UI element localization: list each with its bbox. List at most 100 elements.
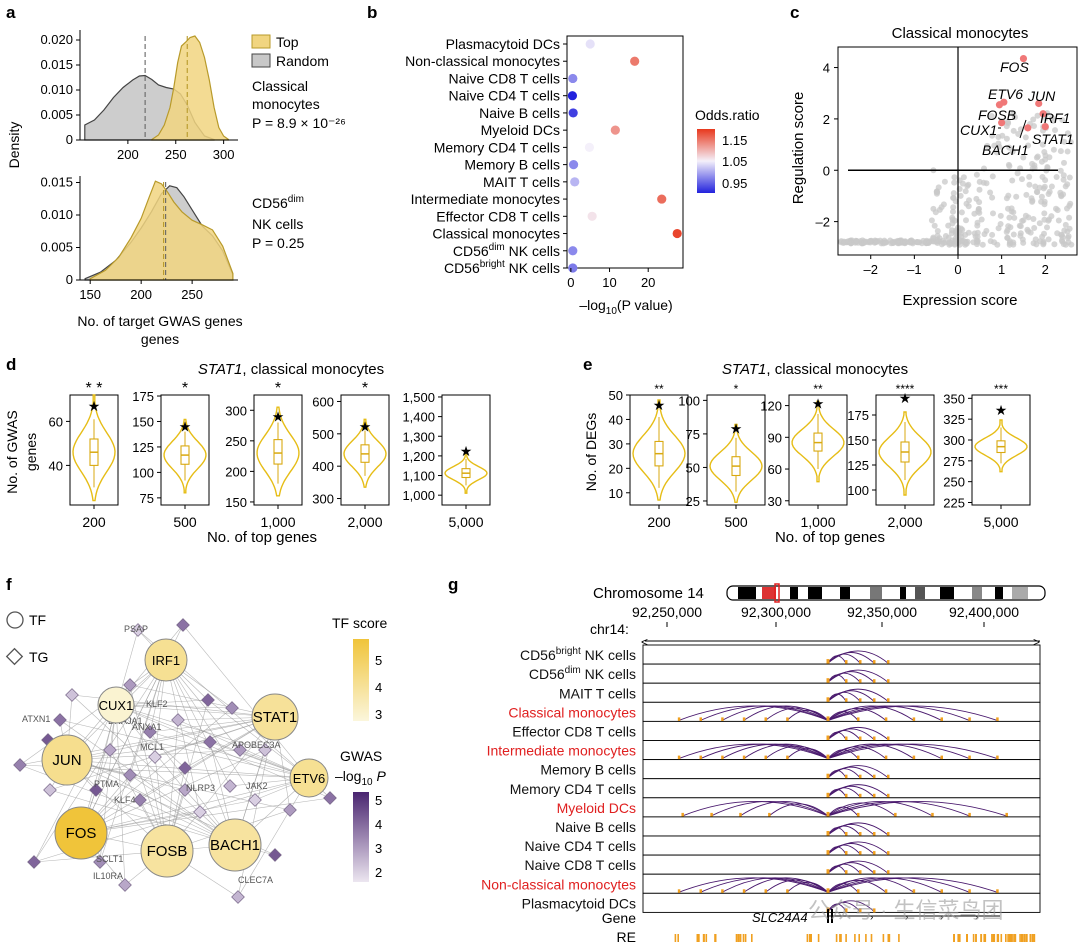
- violin-shape: [878, 411, 932, 496]
- re-mark: [983, 934, 986, 942]
- target-gene-node: [131, 623, 145, 637]
- re-mark: [1000, 934, 1003, 942]
- gene-point: [938, 204, 945, 211]
- x-tick-label: 20: [641, 275, 655, 290]
- peak-mark: [857, 889, 860, 894]
- peak-mark: [887, 698, 890, 703]
- network-edge: [149, 731, 310, 779]
- gene-strand-arrow: ›: [975, 912, 978, 923]
- axis-arrow: >: [1033, 635, 1040, 649]
- y-tick-label: 60: [49, 414, 63, 429]
- gene-point: [1004, 119, 1011, 125]
- peak-mark: [931, 812, 934, 817]
- interaction-arc: [827, 727, 889, 740]
- gene-point: [1059, 117, 1066, 124]
- gene-point: [928, 217, 935, 224]
- x-tick-label: 2: [1042, 262, 1049, 277]
- re-mark: [1021, 934, 1023, 942]
- y-tick-label: 300: [312, 492, 334, 507]
- re-mark: [1005, 934, 1007, 942]
- a-bottom-pvalue: P = 0.25: [252, 235, 305, 251]
- y-tick-label: 1,200: [402, 449, 435, 464]
- peak-mark: [845, 660, 848, 665]
- a-top-label-line2: monocytes: [252, 96, 320, 112]
- peak-mark: [845, 736, 848, 741]
- network-edge: [99, 659, 167, 863]
- gene-point: [1067, 139, 1074, 146]
- category-label: Naive CD4 T cells: [448, 88, 560, 104]
- gene-strand-arrow: ›: [940, 912, 943, 923]
- odds-ratio-dot: [567, 91, 578, 101]
- x-tick-label: 250: [181, 287, 203, 302]
- target-gene-label: PTMA: [94, 779, 119, 789]
- x-tick-label: 150: [79, 287, 101, 302]
- target-gene-node: [193, 805, 207, 819]
- gene-point: [965, 181, 972, 188]
- peak-mark: [786, 755, 789, 760]
- tf-node: [140, 824, 194, 878]
- violin-shape: [343, 418, 387, 488]
- gene-point: [981, 231, 988, 238]
- ideogram-body: [726, 585, 1046, 601]
- gene-point: [934, 228, 941, 234]
- density-top: [151, 35, 230, 141]
- y-tick-label: 2: [823, 112, 830, 127]
- odds-ratio-dot: [570, 177, 580, 187]
- tf-label: JUN: [52, 752, 81, 769]
- re-mark: [1010, 934, 1012, 942]
- gene-point: [1041, 183, 1048, 190]
- gene-point: [1053, 174, 1060, 180]
- network-edge: [80, 797, 331, 834]
- target-gene-node: [123, 768, 137, 782]
- interaction-arc: [827, 746, 887, 759]
- gene-label: IRF1: [1040, 110, 1070, 126]
- y-tick-label: 250: [943, 475, 965, 490]
- anchor-peak: [826, 754, 830, 760]
- anchor-peak: [826, 869, 830, 875]
- target-gene-label: ATXN1: [22, 714, 50, 724]
- track-label: Naive CD4 T cells: [524, 838, 636, 854]
- y-tick-label: 0.020: [40, 32, 73, 47]
- y-tick-label: 40: [49, 458, 63, 473]
- gene-point: [1061, 138, 1068, 145]
- interaction-arc: [827, 880, 887, 893]
- peak-mark: [786, 889, 789, 894]
- tf-label: IRF1: [152, 653, 180, 668]
- network-edge: [49, 716, 276, 791]
- peak-mark: [859, 679, 862, 684]
- significance-label: * *: [86, 380, 103, 397]
- gene-point: [1030, 216, 1037, 222]
- panel-c-title: Classical monocytes: [892, 25, 1029, 42]
- target-gene-node: [118, 878, 132, 892]
- y-tick-label: 1,000: [402, 488, 435, 503]
- highlight-point: [998, 119, 1006, 127]
- gene-point: [1033, 188, 1040, 195]
- network-edge: [80, 749, 266, 834]
- re-mark: [1032, 934, 1034, 942]
- tf-node: [289, 758, 329, 798]
- x-tick-label: 0: [954, 262, 961, 277]
- interaction-arc: [765, 707, 829, 721]
- x-tick-label: –1: [907, 262, 921, 277]
- gene-point: [951, 179, 958, 186]
- network-edge: [80, 799, 256, 834]
- peak-mark: [968, 889, 971, 894]
- target-gene-node: [143, 725, 157, 739]
- gene-strand-arrow: ›: [870, 912, 873, 923]
- significance-label: ***: [994, 382, 1008, 396]
- interaction-arc: [682, 801, 829, 817]
- re-mark: [806, 934, 809, 942]
- re-mark: [703, 934, 705, 942]
- gene-point: [1005, 205, 1011, 212]
- interaction-arc: [786, 709, 829, 721]
- panel-a-ylabel: Density: [6, 122, 22, 169]
- category-label: Non-classical monocytes: [405, 53, 560, 69]
- target-gene-node: [13, 758, 27, 772]
- y-tick-label: 300: [225, 403, 247, 418]
- panel-a-subplot-cd56dim: 0 0.005 0.010 0.015 150 200 250: [40, 175, 238, 302]
- re-mark: [858, 934, 860, 942]
- y-tick-label: 60: [768, 462, 782, 477]
- anchor-peak: [826, 773, 830, 779]
- category-label: Memory CD4 T cells: [434, 139, 560, 155]
- significance-label: *: [182, 380, 188, 397]
